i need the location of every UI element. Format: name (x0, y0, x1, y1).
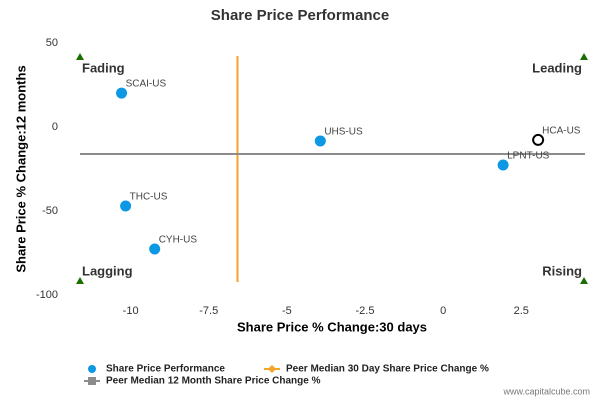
point (314, 135, 326, 147)
point (497, 159, 509, 171)
point-label: THC-US (130, 192, 168, 203)
x-tick-label: -5 (282, 305, 292, 317)
quadrant-label: Rising (542, 263, 582, 278)
y-tick-label: 0 (52, 121, 58, 133)
quadrant-markers (76, 53, 588, 284)
point-label: LPNT-US (507, 151, 550, 162)
quadrant-label: Fading (82, 60, 125, 75)
source: www.capitalcube.com (502, 386, 590, 396)
legend-label: Share Price Performance (106, 364, 225, 375)
y-tick-label: -50 (42, 205, 58, 217)
x-tick-label: -10 (123, 305, 139, 317)
chart-title: Share Price Performance (211, 7, 389, 24)
legend-marker (88, 365, 96, 373)
y-axis-label: Share Price % Change:12 months (13, 65, 28, 272)
x-tick-label: 0 (440, 305, 446, 317)
point-label: CYH-US (159, 235, 198, 246)
legend-label: Peer Median 12 Month Share Price Change … (106, 376, 321, 387)
point (120, 200, 132, 212)
x-tick-label: -7.5 (199, 305, 218, 317)
legend-marker (88, 377, 96, 385)
point-label: HCA-US (542, 126, 581, 137)
point-label: UHS-US (324, 127, 363, 138)
y-tick-label: -100 (36, 289, 58, 301)
point (532, 133, 545, 146)
quadrant-label: Lagging (82, 263, 133, 278)
legend-marker (268, 365, 276, 373)
point (116, 87, 128, 99)
quadrant-label: Leading (532, 60, 582, 75)
point (149, 243, 161, 255)
x-tick-label: 2.5 (514, 305, 529, 317)
x-axis-label: Share Price % Change:30 days (237, 319, 427, 334)
legend-label: Peer Median 30 Day Share Price Change % (286, 364, 489, 375)
y-tick-label: 50 (46, 37, 58, 49)
point-label: SCAI-US (126, 79, 167, 90)
x-tick-label: -2.5 (356, 305, 375, 317)
